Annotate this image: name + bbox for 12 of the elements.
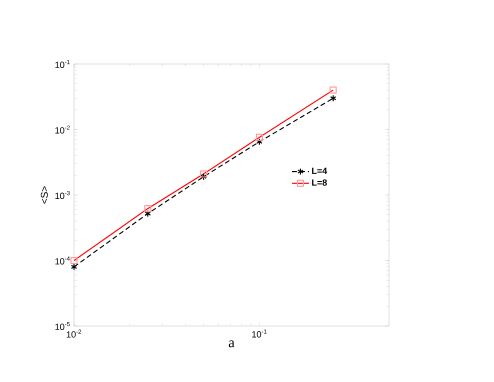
legend-label: L=8: [312, 179, 327, 186]
x-axis-title: a: [228, 340, 234, 348]
point: [200, 173, 207, 180]
y-tick-label: 10$^{-1}$: [55, 60, 70, 68]
point: [330, 94, 336, 102]
legend-label: L=4: [312, 168, 328, 174]
y-tick-label: 10$^{-3}$: [55, 190, 70, 200]
y-tick-label: 10$^{-2}$: [55, 125, 70, 134]
y-tick-label: 10$^{-4}$: [55, 256, 70, 265]
y-axis-title: <S>: [40, 186, 48, 204]
y-tick-label: 10$^{-5}$: [55, 322, 70, 330]
point: [70, 263, 78, 270]
